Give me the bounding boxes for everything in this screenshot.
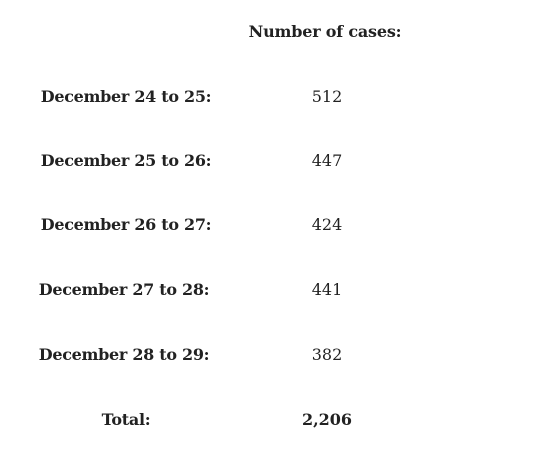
row-value: 424 [311, 215, 343, 234]
row-value: 512 [311, 87, 343, 106]
row-label: December 25 to 26: [40, 151, 212, 170]
row-label: December 28 to 29: [38, 345, 210, 364]
total-label: Total: [101, 410, 151, 429]
row-value: 447 [311, 151, 343, 170]
row-value: 382 [311, 345, 343, 364]
column-header-number-of-cases: Number of cases: [248, 22, 402, 41]
total-value: 2,206 [301, 410, 353, 429]
row-label: December 24 to 25: [40, 87, 212, 106]
row-label: December 26 to 27: [40, 215, 212, 234]
row-value: 441 [311, 280, 343, 299]
row-label: December 27 to 28: [38, 280, 210, 299]
